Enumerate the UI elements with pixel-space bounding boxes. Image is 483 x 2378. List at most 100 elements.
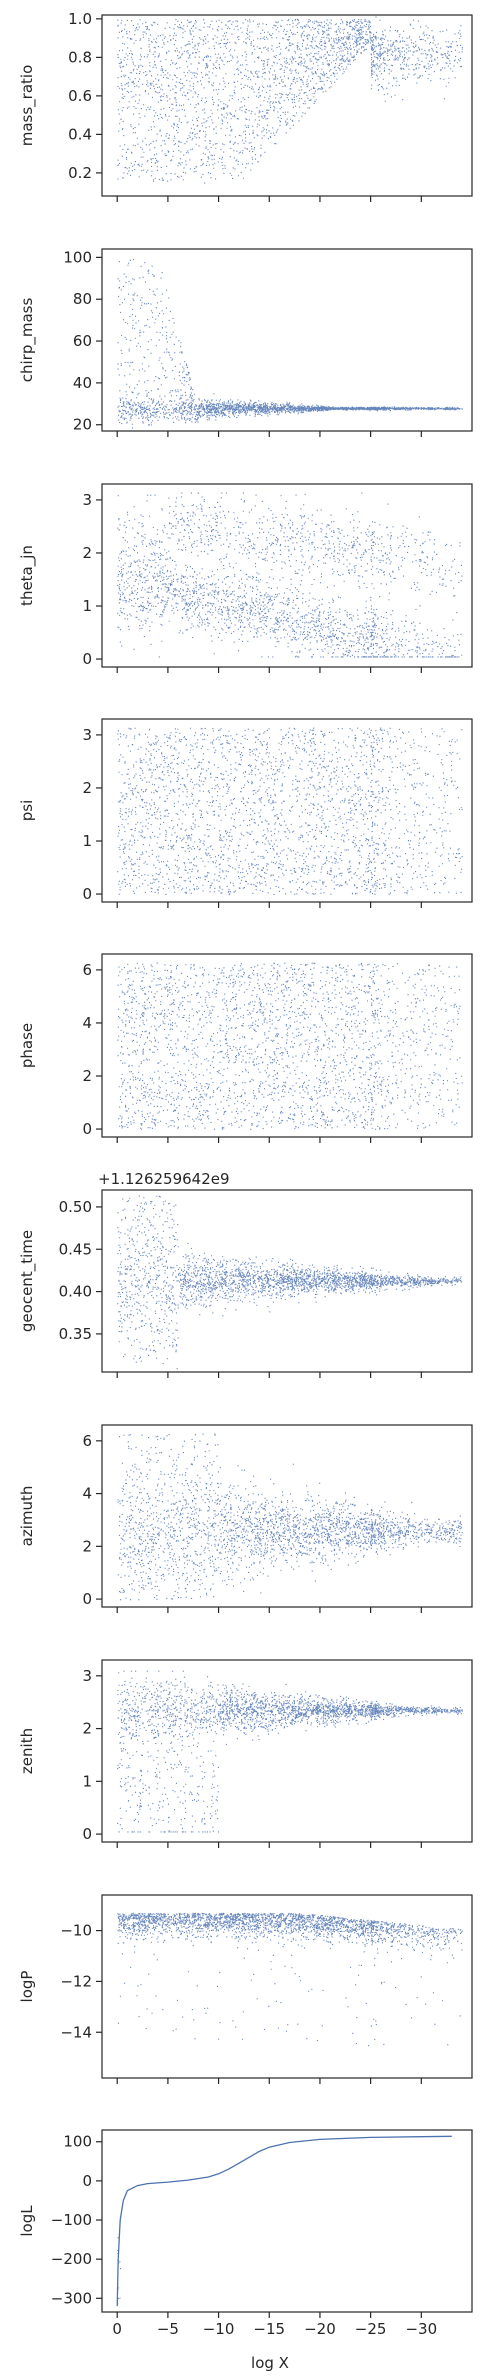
y-tick-label: 4 — [82, 1014, 92, 1032]
y-tick-label: 0 — [82, 1825, 92, 1843]
y-axis-label: psi — [18, 800, 36, 822]
data-points-geocent_time — [117, 1195, 462, 1370]
x-tick-label: −25 — [355, 2320, 387, 2338]
y-axis-label: phase — [18, 1023, 36, 1068]
scatter-points — [117, 1195, 462, 1370]
y-tick-label: 2 — [82, 544, 92, 562]
data-points-chirp_mass — [117, 259, 463, 429]
axes-frame — [101, 1189, 473, 1373]
y-tick-label: 40 — [73, 374, 92, 392]
scatter-point — [118, 2262, 120, 2264]
scatter-point — [119, 2261, 121, 2263]
scatter-points — [117, 1433, 463, 1601]
scatter-point — [117, 2297, 119, 2299]
axes-frame — [101, 953, 473, 1138]
data-points-azimuth — [117, 1433, 463, 1601]
scatter-points — [117, 1912, 463, 2047]
data-points-phase — [117, 962, 463, 1130]
y-tick-label: 4 — [82, 1485, 92, 1503]
y-tick-label: 60 — [73, 332, 92, 350]
scatter-points — [117, 1670, 463, 1833]
x-tick-label: −10 — [203, 2320, 235, 2338]
scatter-point — [117, 2303, 119, 2305]
y-tick-label: 0 — [82, 1590, 92, 1608]
x-tick-label: −15 — [253, 2320, 285, 2338]
y-tick-label: 6 — [82, 961, 92, 979]
y-tick-label: 0 — [82, 1120, 92, 1138]
axes-frame — [101, 718, 473, 903]
data-points-mass_ratio — [117, 16, 463, 184]
panel-logL: 100 0 −100 −200 −300 0 −5 −10 −15 −20 −25 −30 logL — [18, 2129, 473, 2338]
scatter-points — [117, 492, 463, 658]
panel-chirp_mass: 20 40 60 80 100 chirp_mass — [18, 248, 473, 437]
y-tick-label: 0 — [82, 885, 92, 903]
y-tick-label: −10 — [60, 1922, 92, 1940]
scatter-point — [117, 2249, 119, 2251]
panel-mass_ratio: 0.2 0.4 0.6 0.8 1.0 mass_ratio — [18, 10, 473, 202]
y-axis-label: logP — [18, 1971, 36, 2003]
axes-frame — [101, 2129, 473, 2313]
scatter-points — [117, 16, 463, 184]
y-tick-label: 1 — [82, 832, 92, 850]
scatter-points — [117, 962, 463, 1130]
axes-frame — [101, 1424, 473, 1608]
y-tick-label: 2 — [82, 779, 92, 797]
y-axis-label: theta_jn — [18, 545, 37, 606]
panel-psi: 0 1 2 3 psi — [18, 718, 473, 908]
y-axis-label: geocent_time — [18, 1230, 37, 1332]
y-axis-label: logL — [18, 2205, 36, 2237]
data-points-logL — [116, 2135, 452, 2307]
y-tick-label: 2 — [82, 1067, 92, 1085]
y-tick-label: 3 — [82, 491, 92, 509]
x-axis-label: log X — [251, 2354, 289, 2372]
data-points-psi — [117, 727, 463, 896]
y-tick-label: 0 — [82, 2172, 92, 2190]
y-axis-label: chirp_mass — [18, 298, 37, 383]
y-tick-label: 0.8 — [68, 48, 92, 66]
y-tick-label: 0.45 — [59, 1240, 92, 1258]
y-tick-label: 0.35 — [59, 1325, 92, 1343]
y-tick-label: −12 — [60, 1972, 92, 1990]
scatter-point — [117, 2260, 119, 2262]
y-tick-label: 80 — [73, 290, 92, 308]
panel-azimuth: 0 2 4 6 azimuth — [18, 1424, 473, 1613]
axes-frame — [101, 1659, 473, 1843]
panel-logP: −10 −12 −14 logP — [18, 1894, 473, 2084]
y-tick-label: 6 — [82, 1432, 92, 1450]
x-tick-label: −5 — [157, 2320, 179, 2338]
data-points-zenith — [117, 1670, 463, 1833]
scatter-point — [117, 2288, 119, 2290]
axes-frame — [101, 483, 473, 668]
y-tick-label: 0 — [82, 650, 92, 668]
y-tick-label: −100 — [51, 2211, 92, 2229]
y-tick-label: 0.40 — [59, 1283, 92, 1301]
y-axis-label: azimuth — [18, 1486, 36, 1547]
scatter-point — [120, 2268, 122, 2270]
y-tick-label: 100 — [63, 2133, 92, 2151]
x-tick-label: 0 — [112, 2320, 122, 2338]
y-tick-label: 20 — [73, 416, 92, 434]
panel-geocent_time: 0.35 0.40 0.45 0.50 geocent_time +1.126259642… — [18, 1170, 473, 1378]
panel-phase: 0 2 4 6 phase — [18, 953, 473, 1143]
subplot-stack: 0.20.40.60.81.0mass_ratio20406080100chir… — [18, 10, 473, 2338]
y-tick-label: 1 — [82, 1772, 92, 1790]
data-points-theta_jn — [117, 492, 463, 658]
y-offset-text: +1.126259642e9 — [98, 1170, 230, 1188]
series-line — [116, 2135, 452, 2307]
scatter-points — [117, 727, 463, 896]
y-tick-label: 0.2 — [68, 164, 92, 182]
scatter-point — [117, 2253, 119, 2255]
data-points-logP — [117, 1912, 463, 2047]
y-tick-label: 0.4 — [68, 125, 92, 143]
y-axis-label: mass_ratio — [18, 65, 37, 147]
panel-zenith: 0 1 2 3 zenith — [18, 1659, 473, 1848]
scatter-point — [117, 2286, 119, 2288]
axes-frame — [101, 1894, 473, 2079]
y-tick-label: −300 — [51, 2289, 92, 2307]
y-tick-label: 0.6 — [68, 87, 92, 105]
y-tick-label: 2 — [82, 1720, 92, 1738]
y-tick-label: 1.0 — [68, 10, 92, 28]
y-tick-label: −200 — [51, 2250, 92, 2268]
y-axis-label: zenith — [18, 1728, 36, 1774]
